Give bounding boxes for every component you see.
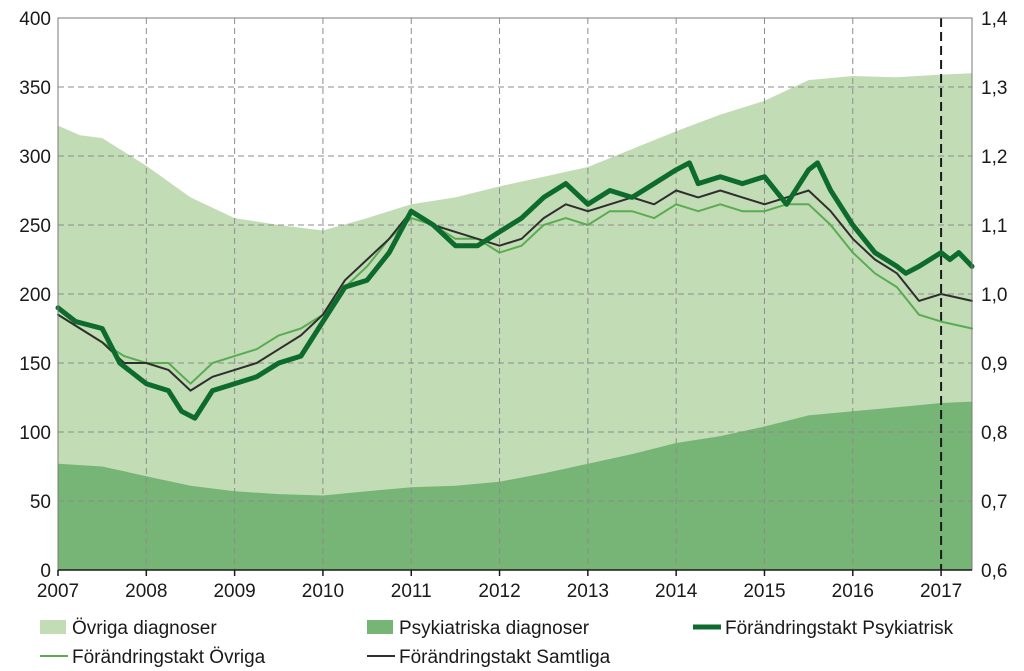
legend-swatch [40, 620, 66, 634]
x-tick-label: 2017 [920, 581, 962, 602]
legend-swatch [367, 620, 393, 634]
left-tick-label: 400 [19, 9, 51, 30]
left-axis-ticks: 0 50 100 150 200 250 300 350 400 [19, 9, 51, 582]
right-tick-label: 1,1 [981, 216, 1007, 237]
legend-item-forandringstakt-samtliga: Förändringstakt Samtliga [367, 647, 611, 668]
x-tick-label: 2014 [655, 581, 698, 602]
x-tick-label: 2013 [567, 581, 609, 602]
left-tick-label: 150 [19, 354, 51, 375]
gridlines [58, 18, 972, 570]
line-forandringstakt-samtliga [57, 189, 973, 392]
x-tick-label: 2015 [743, 581, 785, 602]
left-tick-label: 350 [19, 78, 51, 99]
right-tick-label: 0,9 [981, 354, 1007, 375]
legend-label: Förändringstakt Övriga [72, 647, 266, 668]
x-tick-label: 2008 [125, 581, 167, 602]
left-tick-label: 200 [19, 285, 51, 306]
lines-layer [55, 160, 975, 421]
line-forandringstakt-ovriga [57, 203, 973, 385]
legend-item-forandringstakt-ovriga: Förändringstakt Övriga [40, 647, 266, 668]
right-tick-label: 1,0 [981, 285, 1007, 306]
right-axis-ticks: 0,6 0,7 0,8 0,9 1,0 1,1 1,2 1,3 1,4 [981, 9, 1008, 582]
area-psykiatriska-diagnoser [58, 401, 972, 570]
right-tick-label: 1,3 [981, 78, 1007, 99]
left-tick-label: 250 [19, 216, 51, 237]
legend-label: Övriga diagnoser [72, 618, 217, 639]
right-tick-label: 1,4 [981, 9, 1008, 30]
legend-label: Förändringstakt Samtliga [399, 647, 611, 668]
left-tick-label: 50 [30, 492, 51, 513]
right-tick-label: 0,7 [981, 492, 1007, 513]
legend-item-psykiatriska-diagnoser: Psykiatriska diagnoser [367, 618, 590, 639]
legend-label: Förändringstakt Psykiatrisk [725, 618, 954, 639]
x-tick-label: 2009 [213, 581, 255, 602]
x-tick-label: 2016 [832, 581, 874, 602]
left-tick-label: 300 [19, 147, 51, 168]
right-tick-label: 0,6 [981, 561, 1007, 582]
legend: Övriga diagnoser Psykiatriska diagnoser Fö… [40, 618, 954, 668]
left-tick-label: 100 [19, 423, 51, 444]
line-forandringstakt-psykiatrisk [55, 160, 975, 421]
legend-item-ovriga-diagnoser: Övriga diagnoser [40, 618, 217, 639]
x-tick-label: 2010 [302, 581, 344, 602]
legend-item-forandringstakt-psykiatrisk: Förändringstakt Psykiatrisk [693, 618, 954, 639]
x-tick-label: 2007 [37, 581, 79, 602]
right-tick-label: 1,2 [981, 147, 1007, 168]
plot-frame [57, 17, 973, 576]
x-tick-label: 2012 [478, 581, 520, 602]
x-tick-label: 2011 [391, 581, 432, 602]
areas-layer [58, 73, 972, 570]
legend-label: Psykiatriska diagnoser [399, 618, 590, 639]
x-axis-ticks: 2007 2008 2009 2010 2011 2012 2013 2014 2015 2016… [37, 581, 962, 602]
right-tick-label: 0,8 [981, 423, 1007, 444]
left-tick-label: 0 [40, 561, 51, 582]
